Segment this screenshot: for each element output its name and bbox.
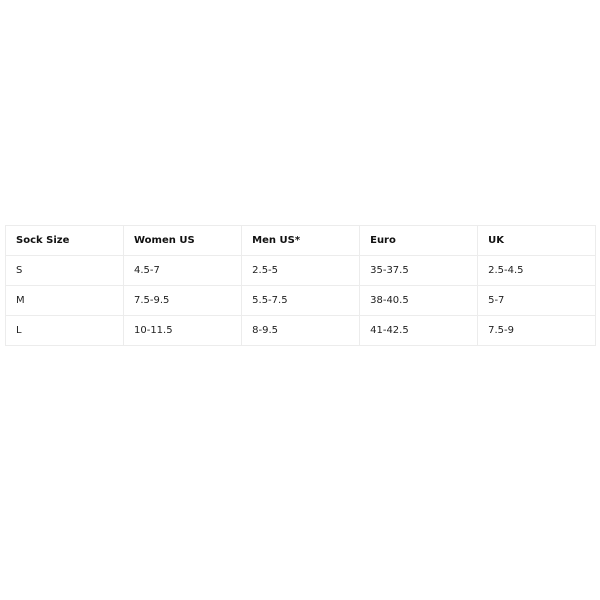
table-cell: 8-9.5	[241, 315, 361, 346]
table-cell: 2.5-5	[241, 255, 361, 286]
table-row: M 7.5-9.5 5.5-7.5 38-40.5 5-7	[5, 285, 596, 316]
table-cell: M	[5, 285, 124, 316]
table-cell: 38-40.5	[359, 285, 479, 316]
table-cell: 5.5-7.5	[241, 285, 361, 316]
table-cell: 2.5-4.5	[477, 255, 596, 286]
header-cell: Euro	[359, 225, 479, 256]
table-cell: 41-42.5	[359, 315, 479, 346]
table-cell: 4.5-7	[122, 255, 243, 286]
header-cell: Sock Size	[5, 225, 124, 256]
table-header-row: Sock Size Women US Men US* Euro UK	[5, 225, 596, 256]
table-cell: 7.5-9	[477, 315, 596, 346]
table-row: S 4.5-7 2.5-5 35-37.5 2.5-4.5	[5, 255, 596, 286]
header-cell: Men US*	[241, 225, 361, 256]
header-cell: UK	[477, 225, 596, 256]
table-cell: 10-11.5	[122, 315, 243, 346]
table-cell: 35-37.5	[359, 255, 479, 286]
table-cell: 5-7	[477, 285, 596, 316]
table-cell: S	[5, 255, 124, 286]
header-cell: Women US	[122, 225, 243, 256]
size-chart-table: Sock Size Women US Men US* Euro UK S 4.5…	[5, 225, 596, 346]
table-cell: L	[5, 315, 124, 346]
table-row: L 10-11.5 8-9.5 41-42.5 7.5-9	[5, 315, 596, 346]
table-cell: 7.5-9.5	[122, 285, 243, 316]
